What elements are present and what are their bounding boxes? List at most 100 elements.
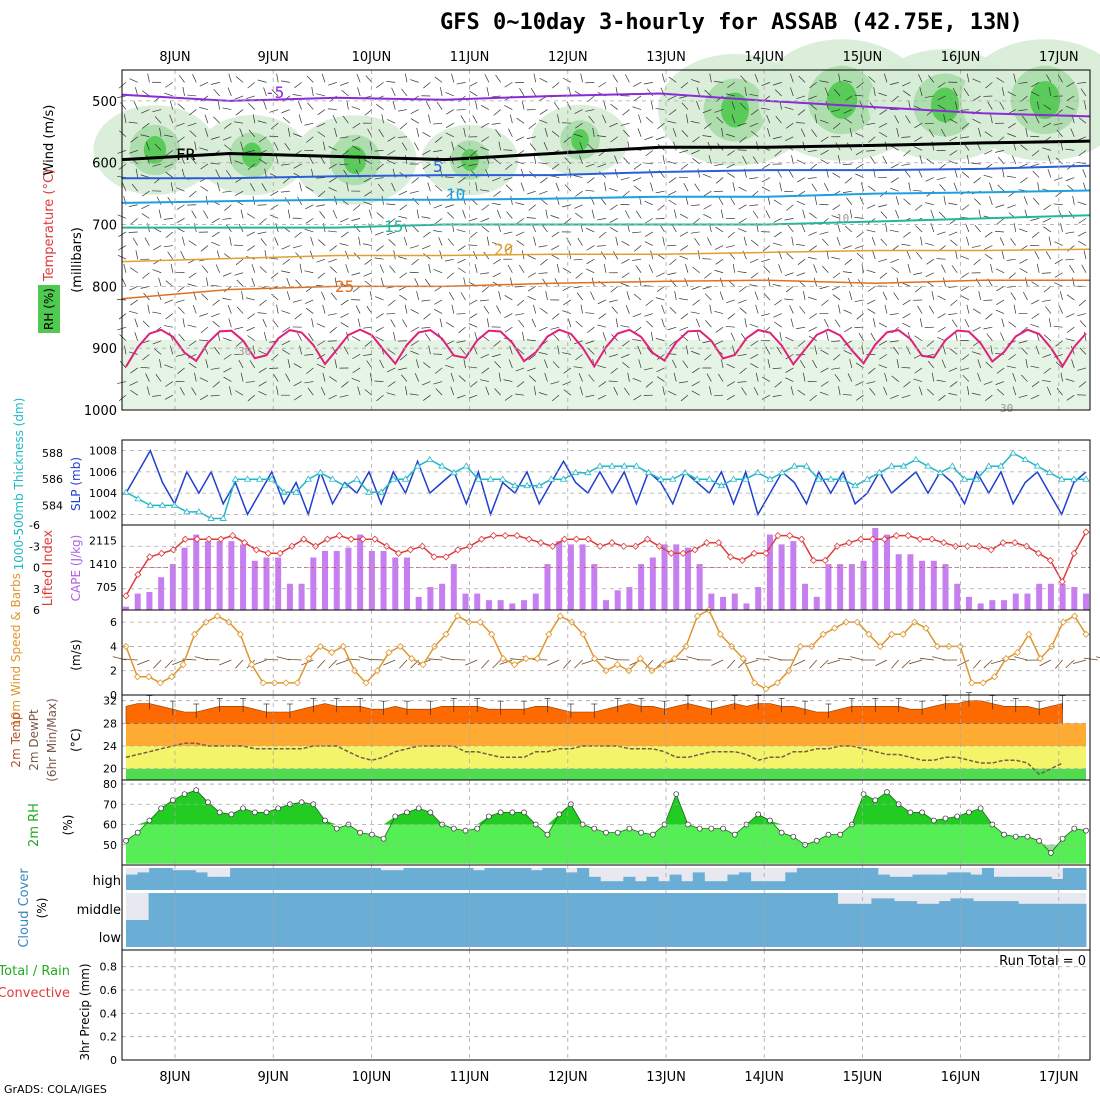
profile-wind-barb <box>587 347 595 355</box>
cloud-level-label: low <box>99 931 122 946</box>
profile-wind-barb <box>928 128 935 137</box>
profile-wind-barb <box>633 95 642 102</box>
profile-wind-barb <box>846 197 853 205</box>
profile-wind-barb <box>762 163 771 170</box>
profile-wind-barb <box>391 182 396 192</box>
cloud-low-cell <box>912 920 925 947</box>
profile-wind-barb <box>679 95 689 99</box>
profile-wind-barb <box>450 386 455 396</box>
profile-wind-barb <box>844 95 853 102</box>
profile-wind-barb <box>667 272 677 276</box>
temp-contour-5 <box>122 164 1091 180</box>
profile-wind-barb <box>423 231 431 238</box>
profile-wind-barb <box>1001 87 1005 97</box>
profile-wind-barb <box>295 279 302 287</box>
profile-wind-barb <box>495 129 501 137</box>
profile-wind-barb <box>610 136 618 143</box>
cape-bar <box>638 564 645 610</box>
profile-wind-barb <box>293 163 302 169</box>
profile-wind-barb <box>1078 240 1087 246</box>
rh2m-point <box>404 809 410 816</box>
cloud-low-cell <box>287 920 300 947</box>
profile-wind-barb <box>152 394 162 397</box>
wind10-speed-point <box>842 618 850 626</box>
wind10-speed-point <box>922 624 930 632</box>
wind10-barb <box>727 659 736 669</box>
profile-wind-barb <box>228 318 232 328</box>
profile-wind-barb <box>625 305 630 314</box>
cloud-middle-cell <box>973 901 985 920</box>
profile-wind-barb <box>309 250 314 260</box>
profile-wind-barb <box>913 378 923 382</box>
cloud-high-cell <box>334 868 347 890</box>
profile-wind-barb <box>163 134 173 138</box>
profile-wind-barb <box>949 136 958 142</box>
profile-wind-barb <box>691 381 700 387</box>
profile-wind-barb <box>949 150 958 156</box>
rh2m-point <box>474 825 481 832</box>
profile-wind-barb <box>674 209 677 219</box>
profile-wind-barb <box>515 136 525 142</box>
cloud-high-cell <box>195 872 208 890</box>
profile-wind-barb <box>646 320 654 328</box>
cloud-middle-cell <box>250 893 263 920</box>
profile-wind-barb <box>334 127 338 137</box>
lifted-index-point <box>359 535 367 543</box>
cape-bar <box>181 547 188 610</box>
lifted-index-point <box>489 532 497 540</box>
profile-wind-barb <box>364 340 373 347</box>
profile-wind-barb <box>1010 292 1017 301</box>
profile-wind-barb <box>175 271 185 274</box>
profile-wind-barb <box>574 109 583 114</box>
profile-wind-barb <box>410 109 419 115</box>
profile-wind-barb <box>328 146 337 151</box>
lifted-index-point <box>146 553 154 561</box>
profile-wind-barb <box>878 340 888 346</box>
profile-wind-barb <box>928 75 935 83</box>
cloud-low-cell <box>739 920 752 947</box>
profile-wind-barb <box>791 236 794 246</box>
profile-wind-barb <box>744 318 747 328</box>
profile-wind-barb <box>866 204 876 209</box>
profile-wind-barb <box>914 204 923 211</box>
cloud-low-cell <box>588 920 601 947</box>
profile-wind-barb <box>270 272 279 279</box>
wind10-speed-point <box>476 618 484 626</box>
profile-wind-barb <box>926 340 935 347</box>
profile-wind-barb <box>914 335 923 342</box>
profile-wind-barb <box>463 277 466 287</box>
profile-wind-barb <box>983 174 993 178</box>
cloud-middle-cell <box>803 893 816 920</box>
profile-wind-barb <box>632 258 642 261</box>
profile-wind-barb <box>200 163 209 170</box>
cape-bar <box>509 603 516 610</box>
profile-wind-barb <box>329 376 337 382</box>
profile-wind-barb <box>890 394 899 399</box>
profile-wind-barb <box>978 127 981 137</box>
profile-wind-barb <box>133 101 139 110</box>
thickness-series-point <box>559 475 568 482</box>
profile-wind-barb <box>752 210 759 219</box>
profile-wind-barb <box>720 359 724 369</box>
wind10-barb <box>1065 659 1075 669</box>
profile-wind-barb <box>272 319 279 328</box>
profile-wind-barb <box>282 326 291 333</box>
profile-wind-barb <box>241 291 244 301</box>
profile-wind-barb <box>446 190 455 198</box>
profile-wind-barb <box>260 238 267 246</box>
profile-wind-barb <box>318 239 326 246</box>
lifted-index-point <box>916 535 924 543</box>
rh2m-point <box>696 825 703 832</box>
wind10-speed-point <box>831 624 839 632</box>
profile-wind-barb <box>936 258 946 260</box>
profile-wind-barb <box>873 318 876 328</box>
profile-wind-barb <box>800 128 806 137</box>
profile-wind-barb <box>632 231 642 234</box>
wind10-barb <box>850 656 864 661</box>
profile-rh-label: RH (%) <box>42 288 56 330</box>
profile-wind-barb <box>1013 73 1017 83</box>
profile-wind-barb <box>245 150 255 153</box>
precip-tick: 0.8 <box>100 961 118 974</box>
profile-wind-barb <box>903 150 911 157</box>
profile-wind-barb <box>436 101 443 110</box>
